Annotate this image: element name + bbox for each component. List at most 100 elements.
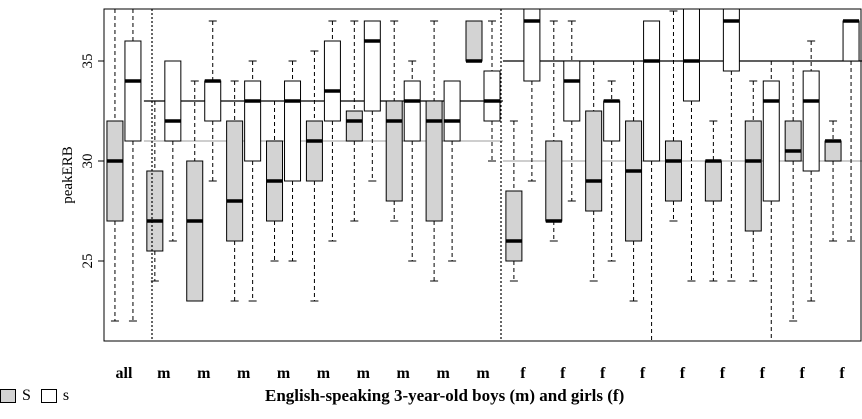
box-body-s-17 bbox=[802, 70, 820, 172]
box-body-s-14 bbox=[682, 8, 700, 102]
box-s-1 bbox=[164, 60, 182, 242]
box-body-S-3 bbox=[226, 120, 244, 242]
x-tick-label-14: f bbox=[680, 365, 686, 382]
box-body-s-8 bbox=[443, 80, 461, 142]
box-s-3 bbox=[244, 60, 262, 302]
legend-label-S: S bbox=[22, 387, 31, 404]
box-body-S-16 bbox=[744, 120, 762, 232]
legend-item-s: s bbox=[40, 387, 70, 405]
box-S-17 bbox=[784, 60, 802, 322]
x-tick-label-12: f bbox=[600, 365, 606, 382]
box-body-s-0 bbox=[124, 40, 142, 142]
box-body-s-16 bbox=[762, 80, 780, 202]
x-tick-label-1: m bbox=[157, 365, 171, 382]
box-body-s-13 bbox=[643, 20, 661, 162]
box-body-S-14 bbox=[664, 140, 682, 202]
box-plot-boxes bbox=[106, 8, 860, 342]
x-tick-label-0: all bbox=[116, 365, 133, 382]
y-tick-label-30: 30 bbox=[80, 154, 96, 169]
box-body-S-17 bbox=[784, 120, 802, 162]
box-body-S-11 bbox=[545, 140, 563, 222]
box-body-S-10 bbox=[505, 190, 523, 262]
box-S-3 bbox=[226, 80, 244, 302]
box-S-14 bbox=[664, 10, 682, 222]
legend: S s bbox=[0, 384, 69, 408]
box-body-s-7 bbox=[403, 80, 421, 142]
x-axis-label: English-speaking 3-year-old boys (m) and… bbox=[265, 386, 625, 405]
plot-frame bbox=[103, 8, 862, 342]
x-tick-label-5: m bbox=[317, 365, 331, 382]
y-axis-label: peakERB bbox=[60, 146, 76, 204]
box-body-S-9 bbox=[465, 20, 483, 62]
box-plot-chart: 25 30 35 all m m m m m m m m m f f f f f f f f f peakERB bbox=[60, 8, 862, 382]
box-body-s-2 bbox=[204, 80, 222, 122]
box-s-15 bbox=[722, 8, 740, 282]
box-S-7 bbox=[385, 20, 403, 222]
box-body-s-5 bbox=[323, 40, 341, 122]
box-s-18 bbox=[842, 19, 860, 242]
box-S-0 bbox=[106, 9, 124, 322]
box-S-2 bbox=[186, 80, 204, 302]
box-body-s-6 bbox=[363, 20, 381, 112]
box-body-S-18 bbox=[824, 140, 842, 162]
box-S-1 bbox=[146, 100, 164, 282]
box-body-S-2 bbox=[186, 160, 204, 302]
box-body-S-6 bbox=[345, 110, 363, 142]
x-tick-label-10: f bbox=[520, 365, 526, 382]
box-body-S-0 bbox=[106, 120, 124, 222]
x-tick-label-16: f bbox=[760, 365, 766, 382]
box-s-6 bbox=[363, 20, 381, 182]
box-S-13 bbox=[625, 60, 643, 302]
box-body-S-15 bbox=[704, 160, 722, 202]
box-body-s-12 bbox=[603, 100, 621, 142]
box-body-S-7 bbox=[385, 100, 403, 202]
box-body-s-9 bbox=[483, 70, 501, 122]
box-body-S-8 bbox=[425, 100, 443, 222]
box-s-4 bbox=[284, 60, 302, 262]
box-S-10 bbox=[505, 120, 523, 282]
box-body-s-18 bbox=[842, 20, 860, 62]
box-body-S-13 bbox=[625, 120, 643, 242]
box-s-7 bbox=[403, 60, 421, 262]
box-s-11 bbox=[563, 20, 581, 202]
y-tick-label-35: 35 bbox=[80, 54, 96, 69]
x-tick-label-9: m bbox=[476, 365, 490, 382]
box-S-15 bbox=[704, 120, 722, 282]
box-body-s-15 bbox=[722, 8, 740, 72]
box-s-9 bbox=[483, 20, 501, 162]
box-s-0 bbox=[124, 9, 142, 322]
box-s-8 bbox=[443, 80, 461, 262]
legend-item-S: S bbox=[0, 387, 31, 405]
box-body-S-1 bbox=[146, 170, 164, 252]
x-tick-label-11: f bbox=[560, 365, 566, 382]
y-axis: 25 30 35 bbox=[80, 54, 104, 269]
x-tick-label-17: f bbox=[799, 365, 805, 382]
box-s-10 bbox=[523, 8, 541, 182]
box-S-18 bbox=[824, 120, 842, 242]
legend-swatch-s bbox=[40, 389, 57, 403]
box-body-S-5 bbox=[305, 120, 323, 182]
y-tick-label-25: 25 bbox=[80, 254, 96, 269]
x-tick-label-15: f bbox=[720, 365, 726, 382]
box-s-12 bbox=[603, 80, 621, 262]
x-tick-label-7: m bbox=[397, 365, 411, 382]
box-body-S-12 bbox=[585, 110, 603, 212]
box-s-17 bbox=[802, 40, 820, 302]
x-tick-label-18: f bbox=[839, 365, 845, 382]
legend-label-s: s bbox=[62, 387, 70, 404]
x-tick-label-3: m bbox=[237, 365, 251, 382]
box-body-s-3 bbox=[244, 80, 262, 162]
x-tick-label-4: m bbox=[277, 365, 291, 382]
box-s-5 bbox=[323, 20, 341, 242]
box-S-6 bbox=[345, 20, 363, 222]
x-axis: all m m m m m m m m m f f f f f f f f f bbox=[116, 365, 846, 382]
box-S-11 bbox=[545, 20, 563, 242]
box-s-13 bbox=[643, 20, 661, 342]
box-s-16 bbox=[762, 60, 780, 342]
box-S-4 bbox=[266, 100, 284, 262]
box-s-14 bbox=[682, 8, 700, 282]
box-body-s-1 bbox=[164, 60, 182, 142]
group-separators bbox=[151, 9, 502, 341]
box-S-5 bbox=[305, 50, 323, 302]
x-tick-label-13: f bbox=[640, 365, 646, 382]
